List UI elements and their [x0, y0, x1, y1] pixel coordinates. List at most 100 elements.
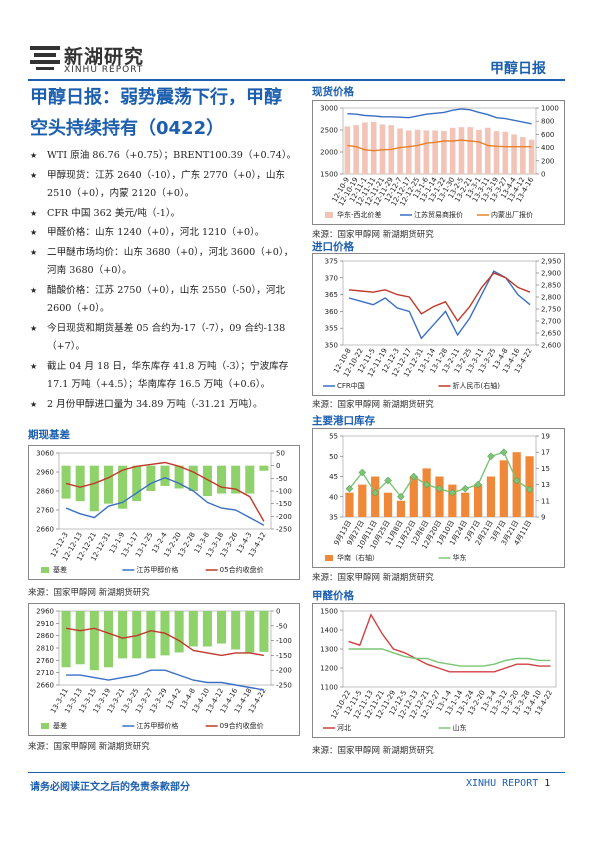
line	[347, 108, 532, 125]
y-tick-label: 3000	[320, 105, 338, 113]
bar	[61, 465, 71, 499]
bar	[405, 130, 412, 174]
line	[65, 461, 265, 522]
y-tick-label: 1400	[320, 627, 338, 635]
bar	[370, 121, 377, 174]
marker	[422, 480, 431, 489]
chart: 3540455055911131517199月13日9月27日10月11日10月…	[325, 433, 550, 562]
y2-tick-label: 11	[541, 497, 550, 505]
bullet: 二甲醚市场均价：山东 3680（+0），河北 3600（+0），河南 3680（…	[30, 244, 302, 281]
bar	[202, 465, 212, 497]
y-tick-label: 355	[325, 325, 338, 333]
chart-box: 1100 1200 1300 1400 1500 12-10-22 12-11-5 12-11…	[312, 603, 565, 738]
chart: 350 355 360 365 370 375 2,600 2,650 2,700 2,750 2,…	[323, 258, 561, 390]
section-heading: 现货价格	[312, 86, 354, 98]
bar	[502, 131, 509, 174]
legend-label: 华南（右轴）	[337, 553, 379, 562]
legend-label: 华东-西北价差	[337, 210, 382, 219]
y-tick-label: 55	[329, 433, 338, 441]
bar	[396, 500, 406, 517]
y2-tick-label: -50	[276, 475, 287, 483]
logo-en: XINHU REPORT	[64, 65, 144, 75]
y-tick-label: 40	[329, 493, 338, 501]
footer-rule	[28, 772, 565, 773]
bar	[188, 611, 198, 647]
section-heading: 主要港口库存	[312, 415, 375, 427]
bar	[499, 460, 508, 517]
y2-tick-label: 50	[276, 450, 285, 458]
plot-area	[342, 107, 537, 175]
bar	[435, 476, 444, 517]
bar	[259, 465, 269, 471]
y-tick-label: 2960	[36, 608, 54, 616]
bar	[520, 137, 526, 174]
bar	[414, 129, 421, 174]
bar	[484, 127, 491, 174]
legend-swatch	[41, 567, 49, 573]
legend-swatch	[325, 555, 333, 561]
chart-box: 35 40 45 50 55 9 11 13 15 17 19 9月13日 9月27日 10月11日 10月…	[312, 428, 565, 568]
y-tick-label: 1300	[320, 646, 338, 654]
bar	[511, 134, 517, 174]
bar	[174, 465, 184, 489]
bar	[61, 611, 71, 668]
bullet: CFR 中国 362 美元/吨（-1）。	[30, 205, 302, 224]
bar	[89, 465, 99, 512]
y2-tick-label: -150	[276, 500, 292, 508]
y-tick-label: 2960	[36, 469, 54, 477]
section-heading: 甲醛价格	[312, 590, 354, 602]
plot-area	[342, 260, 537, 346]
y2-tick-label: -200	[276, 667, 292, 675]
y2-tick-label: 19	[541, 433, 550, 441]
chart: 2660 2710 2760 2810 2860 2910 2960 -250 -200 -150…	[36, 608, 292, 731]
y2-tick-label: 0	[541, 171, 545, 179]
legend-label: 基差	[53, 721, 67, 730]
bar	[473, 484, 483, 517]
bar	[245, 611, 255, 653]
legend-label: 折人民币(右轴)	[453, 381, 501, 390]
bar	[245, 465, 255, 494]
legend-swatch	[325, 212, 333, 218]
y-tick-label: 1100	[320, 684, 338, 692]
marker	[461, 484, 470, 493]
bar	[231, 465, 241, 494]
source: 来源：国家甲醇网 新湖期货研究	[28, 588, 150, 598]
y-tick-label: 375	[325, 258, 338, 266]
logo-cn: 新湖研究	[64, 46, 145, 68]
y-tick-label: 360	[325, 308, 338, 316]
footer-brand: XINHU REPORT 1	[466, 778, 550, 789]
line	[65, 627, 265, 657]
bar	[146, 611, 156, 659]
legend-label: CFR中国	[337, 381, 365, 390]
bar	[118, 611, 128, 659]
bar	[383, 492, 393, 517]
y2-tick-label: 13	[541, 481, 550, 489]
bar	[103, 465, 113, 504]
legend-label: 内蒙出厂报价	[491, 210, 533, 219]
bar	[512, 452, 521, 517]
bar	[409, 476, 418, 517]
bar	[432, 130, 438, 174]
section-heading: 期现基差	[28, 429, 70, 441]
y2-tick-label: 0	[276, 462, 280, 470]
y-tick-label: 2860	[36, 488, 54, 496]
bullet: 今日现货和期货基差 05 合约为-17（-7），09 合约-138（+7）。	[30, 320, 302, 357]
bullet: WTI 原油 86.76（+0.75）；BRENT100.39（+0.74）。	[30, 147, 302, 166]
chart-box: 2660 2710 2760 2810 2860 2910 2960 -250 -200 -150…	[28, 603, 300, 736]
y2-tick-label: 2,650	[541, 330, 561, 338]
line	[347, 139, 532, 152]
source: 来源：国家甲醇网 新湖期货研究	[28, 742, 150, 752]
line	[348, 270, 531, 340]
line	[66, 669, 265, 691]
y2-tick-label: -150	[276, 652, 292, 660]
bullet: 醋酸价格：江苏 2750（+0），山东 2550（-50），河北 2600（+0…	[30, 282, 302, 319]
marker	[525, 485, 534, 494]
bar	[174, 611, 184, 653]
y-tick-label: 2760	[36, 507, 54, 515]
disclaimer: 请务必阅读正文之后的免责条款部分	[30, 782, 190, 793]
y2-tick-label: 2,750	[541, 306, 561, 314]
report-name: 甲醇日报	[490, 61, 546, 77]
marker	[345, 484, 354, 493]
y2-tick-label: 2,850	[541, 282, 561, 290]
chart-box: 350 355 360 365 370 375 2,600 2,650 2,700 2,750 2,…	[312, 253, 565, 396]
